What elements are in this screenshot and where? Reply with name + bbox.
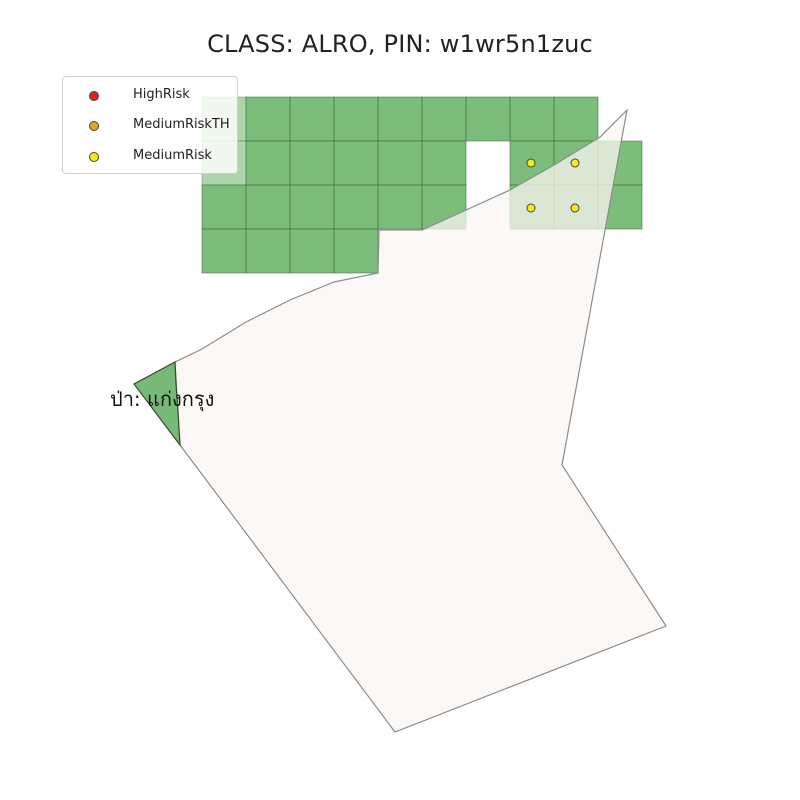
forest-grid-cell xyxy=(553,96,599,142)
risk-points-layer xyxy=(526,158,580,213)
legend-label: HighRisk xyxy=(133,87,190,102)
forest-grid-cell xyxy=(377,140,423,186)
risk-point-marker xyxy=(570,203,580,213)
forest-grid-cell xyxy=(509,96,555,142)
forest-grid-cell xyxy=(289,184,335,230)
risk-point-marker xyxy=(526,158,536,168)
legend-marker-icon xyxy=(89,152,99,162)
legend-marker-icon xyxy=(89,121,99,131)
risk-point-marker xyxy=(526,203,536,213)
forest-grid-cell xyxy=(245,228,291,274)
forest-grid-cell xyxy=(289,96,335,142)
forest-grid-cell xyxy=(377,184,423,230)
forest-area-polygon xyxy=(133,361,181,447)
forest-grid-cell xyxy=(289,140,335,186)
land-parcel-polygon xyxy=(174,108,667,733)
forest-grid-cell xyxy=(333,96,379,142)
forest-grid-cell xyxy=(245,96,291,142)
legend-item-mediumriskth: MediumRiskTH xyxy=(63,116,239,136)
forest-grid-cell xyxy=(333,184,379,230)
forest-grid-cell xyxy=(465,96,511,142)
map-title: CLASS: ALRO, PIN: w1wr5n1zuc xyxy=(207,30,593,58)
forest-grid-cell xyxy=(289,228,335,274)
forest-grid-cell xyxy=(377,96,423,142)
forest-grid-cell xyxy=(333,228,379,274)
legend-item-highrisk: HighRisk xyxy=(63,86,239,106)
forest-grid-cell xyxy=(333,140,379,186)
legend-label: MediumRisk xyxy=(133,148,212,163)
forest-grid-cell xyxy=(421,140,467,186)
forest-grid-cell xyxy=(421,96,467,142)
risk-point-marker xyxy=(570,158,580,168)
legend-marker-icon xyxy=(89,91,99,101)
forest-grid-cell xyxy=(201,228,247,274)
forest-grid-cell xyxy=(201,184,247,230)
forest-grid-cell xyxy=(245,184,291,230)
legend-label: MediumRiskTH xyxy=(133,117,230,132)
legend-item-mediumrisk: MediumRisk xyxy=(63,147,239,167)
map-legend: HighRisk MediumRiskTH MediumRisk xyxy=(62,76,238,174)
forest-area-label: ป่า: แก่งกรุง xyxy=(110,387,214,412)
forest-grid-cell xyxy=(245,140,291,186)
